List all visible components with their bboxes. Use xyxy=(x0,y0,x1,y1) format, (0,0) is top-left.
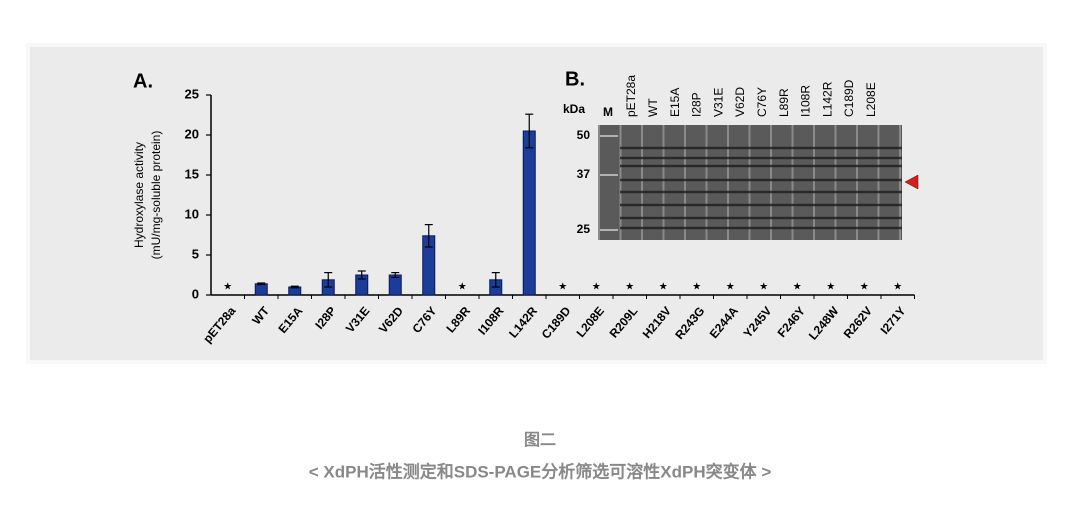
not-detected-marker: ★ xyxy=(860,282,869,293)
band-arrow xyxy=(904,174,919,190)
not-detected-marker: ★ xyxy=(223,282,232,293)
y-tick-label: 0 xyxy=(192,286,199,301)
y-tick-label: 20 xyxy=(185,126,199,141)
y-tick-label: 10 xyxy=(185,206,199,221)
y-axis-label: Hydroxylase activity xyxy=(132,142,146,248)
gel-lane-label: L208E xyxy=(864,82,878,117)
gel-image xyxy=(598,125,902,240)
gel-lane-label: I28P xyxy=(690,92,704,117)
gel-marker-label: 50 xyxy=(577,128,591,142)
gel-marker-label: 37 xyxy=(577,167,591,181)
error-bar xyxy=(525,113,534,149)
y-axis-label: (mU/mg-soluble protein) xyxy=(149,131,163,260)
gel-lane-label: V62D xyxy=(733,87,747,117)
error-bar xyxy=(491,272,500,288)
gel-lane-label: I108R xyxy=(799,85,813,117)
gel-lane-label: L89R xyxy=(777,88,791,117)
not-detected-marker: ★ xyxy=(726,282,735,293)
not-detected-marker: ★ xyxy=(659,282,668,293)
not-detected-marker: ★ xyxy=(759,282,768,293)
not-detected-marker: ★ xyxy=(692,282,701,293)
bar xyxy=(254,283,268,296)
not-detected-marker: ★ xyxy=(893,282,902,293)
not-detected-marker: ★ xyxy=(592,282,601,293)
gel-lane-label: C76Y xyxy=(755,87,769,117)
not-detected-marker: ★ xyxy=(458,282,467,293)
error-bar xyxy=(290,285,299,289)
gel-unit: kDa xyxy=(563,102,585,116)
y-tick-label: 25 xyxy=(185,86,199,101)
error-bar xyxy=(391,272,400,278)
error-bar xyxy=(324,272,333,288)
not-detected-marker: ★ xyxy=(558,282,567,293)
caption-title: 图二 xyxy=(524,431,556,449)
not-detected-marker: ★ xyxy=(793,282,802,293)
panel-label: B. xyxy=(565,68,585,90)
bar xyxy=(522,130,536,296)
error-bar xyxy=(357,270,366,280)
gel-marker-label: 25 xyxy=(577,222,591,236)
gel-lane-label: L142R xyxy=(820,81,834,117)
y-tick-label: 15 xyxy=(185,166,199,181)
gel-lane-label: E15A xyxy=(668,88,682,117)
error-bar xyxy=(257,282,266,286)
gel-lane-label: M xyxy=(603,105,613,119)
gel-lane-label: C189D xyxy=(842,79,856,117)
panel-label: A. xyxy=(133,70,153,92)
caption-subtitle: < XdPH活性测定和SDS-PAGE分析筛选可溶性XdPH突变体 > xyxy=(309,461,772,481)
gel-lane-label: V31E xyxy=(711,88,725,117)
y-tick-label: 5 xyxy=(192,246,199,261)
gel-lane-label: WT xyxy=(646,98,660,117)
gel-lane-label: pET28a xyxy=(624,75,638,117)
not-detected-marker: ★ xyxy=(625,282,634,293)
not-detected-marker: ★ xyxy=(826,282,835,293)
error-bar xyxy=(424,224,433,248)
